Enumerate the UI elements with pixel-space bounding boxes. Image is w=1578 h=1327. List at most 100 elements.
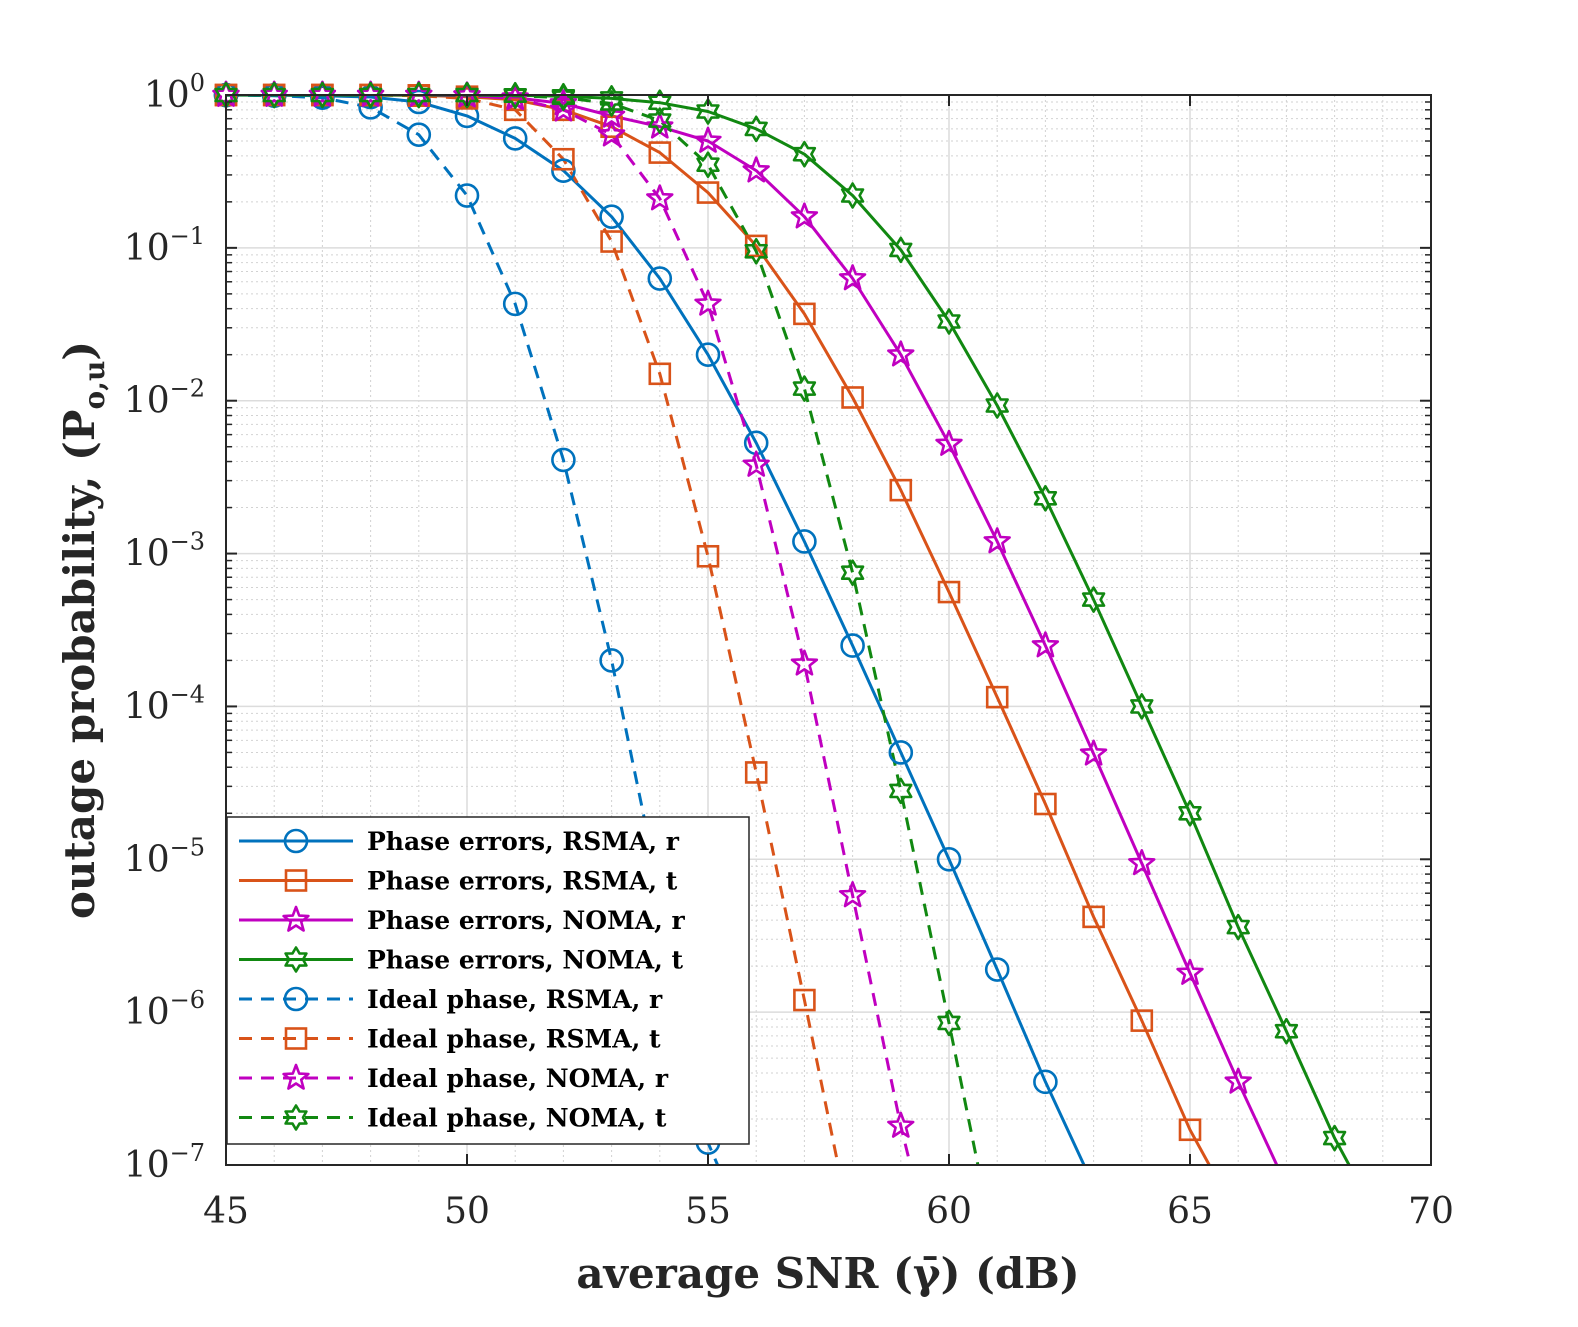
- y-tick-label: 10−3: [124, 528, 205, 575]
- data-point-s6: [696, 544, 720, 568]
- legend-marker: [284, 869, 308, 892]
- y-tick-label: 10−1: [124, 222, 205, 269]
- data-point-s2: [793, 302, 816, 326]
- data-point-s2: [937, 580, 961, 604]
- data-point-s7: [742, 450, 770, 477]
- data-point-s2: [1178, 1118, 1202, 1142]
- x-tick-label: 55: [685, 1191, 731, 1232]
- data-point-s8: [840, 559, 865, 587]
- data-point-s8: [455, 81, 479, 109]
- legend-label: Phase errors, RSMA, t: [367, 867, 678, 896]
- data-point-s1: [647, 266, 673, 291]
- data-point-s1: [551, 158, 576, 183]
- x-tick-label: 70: [1408, 1191, 1454, 1232]
- data-point-s5: [502, 291, 528, 317]
- data-point-s1: [984, 957, 1010, 982]
- data-point-s8: [407, 81, 431, 109]
- legend-label: Ideal phase, RSMA, r: [367, 985, 663, 1014]
- data-point-s8: [792, 375, 817, 402]
- x-tick-label: 65: [1167, 1191, 1213, 1232]
- x-tick-label: 45: [203, 1191, 249, 1232]
- data-point-s3: [1176, 958, 1204, 985]
- data-point-s6: [793, 988, 816, 1012]
- y-tick-label: 10−7: [124, 1139, 205, 1186]
- data-point-s4: [1322, 1124, 1347, 1152]
- data-point-s3: [1079, 739, 1108, 766]
- data-point-s6: [503, 98, 527, 122]
- data-point-s5: [551, 447, 576, 473]
- legend-marker: [284, 946, 308, 973]
- data-point-s1: [888, 740, 914, 765]
- data-point-s3: [887, 340, 915, 367]
- data-point-s4: [1033, 484, 1058, 512]
- series-line-7: [226, 95, 912, 1165]
- y-axis-title-subscript: o,u: [78, 361, 111, 410]
- legend-marker: [283, 828, 309, 854]
- data-point-s5: [599, 648, 624, 673]
- x-tick-label: 50: [444, 1191, 490, 1232]
- data-point-s8: [503, 82, 527, 109]
- data-point-s2: [696, 181, 720, 204]
- y-tick-labels: 100 10−1 10−2 10−3 10−4 10−5 10−6 10−7: [124, 69, 205, 1186]
- data-point-s2: [1130, 1009, 1154, 1032]
- y-tick-label: 10−5: [124, 833, 205, 880]
- data-point-s6: [600, 230, 623, 253]
- y-axis-title: outage probability, (Po,u): [55, 341, 111, 919]
- data-point-s4: [840, 182, 865, 209]
- data-point-s1: [792, 529, 817, 554]
- data-point-s7: [887, 1111, 915, 1138]
- data-point-s7: [646, 184, 674, 211]
- data-point-s7: [838, 881, 867, 908]
- data-point-s4: [1130, 693, 1154, 720]
- data-point-s4: [1178, 799, 1202, 827]
- data-point-s1: [695, 342, 721, 367]
- data-point-s8: [648, 107, 672, 134]
- data-point-s5: [406, 122, 432, 147]
- series-line-4: [226, 95, 1351, 1165]
- data-point-s4: [1226, 913, 1250, 941]
- data-point-s4: [985, 392, 1009, 419]
- data-point-s3: [790, 202, 819, 229]
- legend-marker: [284, 1104, 308, 1131]
- data-point-s3: [935, 429, 963, 456]
- y-tick-label: 10−6: [124, 986, 205, 1033]
- x-tick-label: 60: [926, 1191, 972, 1232]
- legend-label: Phase errors, NOMA, t: [367, 946, 684, 975]
- data-point-s4: [937, 308, 961, 335]
- data-point-s2: [985, 685, 1009, 709]
- data-point-s5: [454, 183, 480, 208]
- data-point-s3: [742, 156, 770, 183]
- x-tick-labels: 45 50 55 60 65 70: [203, 1191, 1454, 1232]
- y-tick-label: 10−2: [124, 375, 205, 422]
- data-point-s6: [648, 362, 672, 386]
- data-point-s8: [551, 84, 576, 111]
- data-point-s8: [310, 81, 335, 109]
- legend-marker: [283, 986, 309, 1012]
- data-point-s3: [1224, 1067, 1252, 1094]
- legend-box: [226, 816, 750, 1145]
- data-point-s3: [983, 527, 1011, 554]
- data-point-s7: [694, 289, 722, 316]
- data-point-s4: [744, 115, 768, 143]
- legend-label: Phase errors, RSMA, r: [367, 827, 680, 856]
- data-point-s4: [792, 140, 817, 168]
- legend-label: Phase errors, NOMA, r: [367, 906, 686, 935]
- data-point-s4: [889, 236, 913, 264]
- legend-label: Ideal phase, NOMA, t: [367, 1104, 667, 1133]
- legend-label: Ideal phase, RSMA, t: [367, 1025, 661, 1054]
- data-point-s3: [694, 126, 722, 153]
- data-point-s8: [358, 81, 383, 109]
- data-point-s6: [744, 761, 768, 784]
- data-point-s4: [696, 98, 720, 125]
- data-point-s2: [889, 478, 913, 502]
- data-point-s8: [889, 777, 913, 805]
- plot-frame: [225, 94, 1432, 1166]
- data-point-s1: [936, 846, 962, 872]
- data-point-s1: [502, 126, 528, 151]
- marker-group: [212, 80, 1347, 1155]
- data-point-s3: [838, 264, 867, 291]
- data-point-s2: [648, 141, 672, 164]
- data-point-s3: [1128, 849, 1156, 876]
- data-point-s7: [790, 649, 819, 676]
